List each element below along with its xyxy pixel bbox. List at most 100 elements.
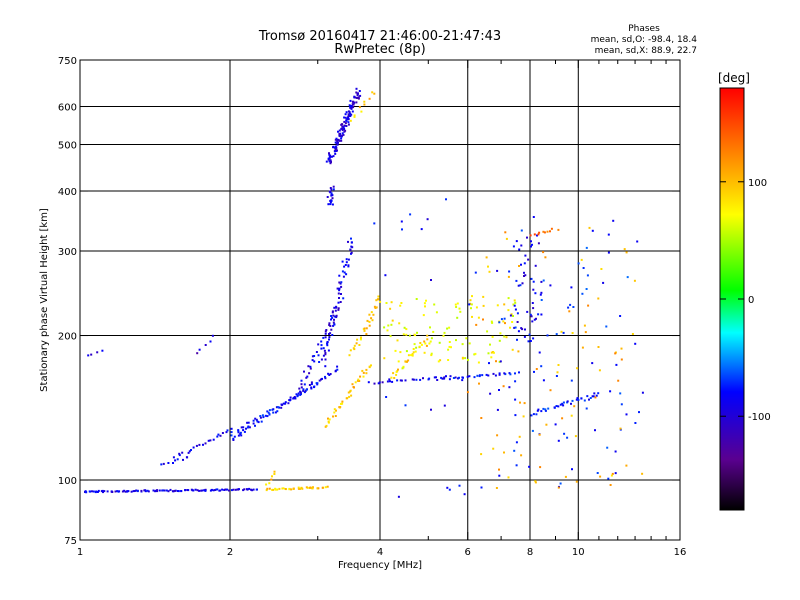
data-point xyxy=(503,317,506,320)
data-point xyxy=(426,334,429,337)
data-point xyxy=(328,338,330,341)
data-point xyxy=(316,383,319,386)
data-point xyxy=(609,484,612,486)
data-point xyxy=(337,292,340,295)
data-point xyxy=(450,346,452,349)
data-point xyxy=(368,365,371,368)
data-point xyxy=(510,313,513,316)
data-point xyxy=(254,417,257,420)
data-point xyxy=(182,458,184,461)
data-point xyxy=(569,303,572,306)
data-point xyxy=(92,490,95,493)
data-point xyxy=(178,452,181,455)
x-tick-label: 2 xyxy=(227,547,233,558)
data-point xyxy=(549,389,552,392)
data-point xyxy=(415,346,418,349)
data-point xyxy=(509,314,512,317)
data-point xyxy=(530,277,533,280)
data-point xyxy=(448,488,451,491)
data-point xyxy=(402,365,405,368)
data-point xyxy=(536,234,538,237)
data-point xyxy=(589,397,592,399)
axes: 1 2 4 6 8 10 16 75 100 200 300 400 500 600 750 xyxy=(58,56,686,558)
data-point xyxy=(290,488,293,491)
data-point xyxy=(349,389,352,392)
data-point xyxy=(345,125,348,127)
data-point xyxy=(429,326,431,329)
data-point xyxy=(341,270,344,273)
data-point xyxy=(309,365,312,368)
data-point xyxy=(591,229,594,232)
data-point xyxy=(352,347,355,350)
data-point xyxy=(607,251,610,254)
data-point xyxy=(103,490,106,493)
data-point xyxy=(514,380,517,383)
data-point xyxy=(111,491,114,493)
data-point xyxy=(187,489,190,492)
data-point xyxy=(309,367,312,370)
data-point xyxy=(365,333,368,336)
data-point xyxy=(332,415,334,418)
data-point xyxy=(476,374,479,377)
data-point xyxy=(94,491,97,494)
data-point xyxy=(496,408,499,411)
data-point xyxy=(351,383,354,386)
data-point xyxy=(353,95,356,98)
data-point xyxy=(508,386,511,389)
data-point xyxy=(352,106,355,109)
data-point xyxy=(349,248,352,251)
data-point xyxy=(209,439,212,442)
data-point xyxy=(336,143,339,146)
data-point xyxy=(114,490,117,493)
data-point xyxy=(478,375,481,378)
data-point xyxy=(330,192,333,195)
data-point xyxy=(401,228,403,231)
data-point xyxy=(459,310,462,313)
data-point xyxy=(625,464,628,467)
data-point xyxy=(232,439,235,441)
data-point xyxy=(412,378,415,381)
data-point xyxy=(503,451,505,454)
data-point xyxy=(446,327,449,330)
data-point xyxy=(305,388,308,391)
data-point xyxy=(420,343,423,346)
data-point xyxy=(370,311,373,314)
data-point xyxy=(359,338,362,341)
data-point xyxy=(344,129,347,132)
data-point xyxy=(462,376,464,379)
data-point xyxy=(347,265,350,268)
data-point xyxy=(512,315,514,317)
data-point xyxy=(498,474,501,477)
data-point xyxy=(226,429,229,432)
data-point xyxy=(494,374,497,377)
data-point xyxy=(196,352,199,355)
data-point xyxy=(370,317,373,320)
data-point xyxy=(337,301,340,304)
data-point xyxy=(375,306,378,309)
data-point xyxy=(299,390,302,393)
data-point xyxy=(341,125,344,128)
data-point xyxy=(338,274,341,277)
data-point xyxy=(349,112,352,115)
data-point xyxy=(329,201,332,204)
data-point xyxy=(324,365,327,368)
data-point xyxy=(219,489,222,492)
data-point xyxy=(344,122,347,125)
data-point xyxy=(415,298,418,300)
data-point xyxy=(331,203,334,206)
data-point xyxy=(607,233,610,236)
data-point xyxy=(300,383,303,386)
data-point xyxy=(127,490,130,493)
data-point xyxy=(581,346,584,349)
data-point xyxy=(323,349,326,352)
x-tick-label: 6 xyxy=(465,547,471,558)
data-point xyxy=(250,488,252,491)
data-point xyxy=(262,416,265,419)
data-point xyxy=(343,124,346,127)
data-point xyxy=(585,288,588,290)
plot-frame xyxy=(79,59,681,541)
data-point xyxy=(491,321,494,324)
data-point xyxy=(620,403,623,406)
data-point xyxy=(272,488,275,491)
data-point xyxy=(534,481,537,484)
